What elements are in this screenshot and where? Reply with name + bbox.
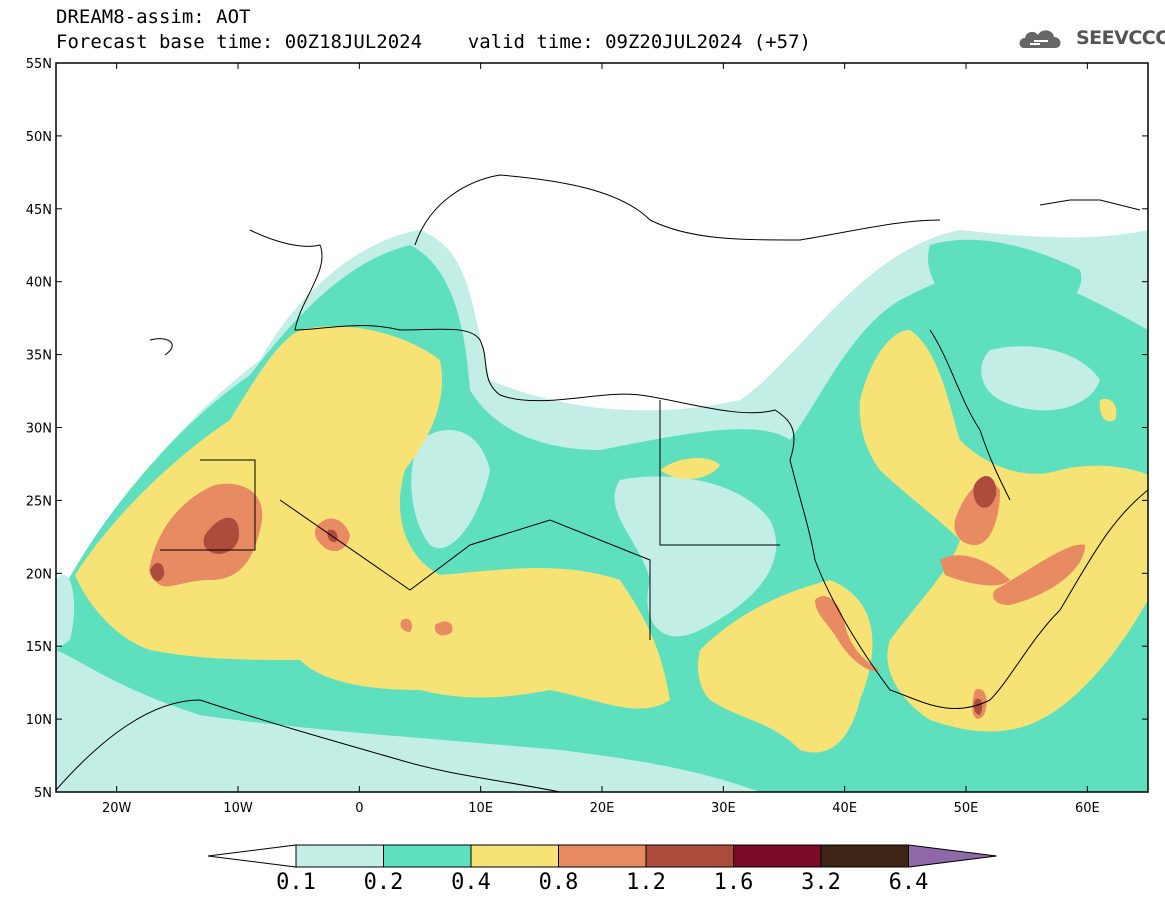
- lon-tick-label: 50E: [954, 801, 979, 816]
- lon-tick-label: 0: [355, 801, 363, 816]
- colorbar-min-arrow: [207, 844, 297, 868]
- lon-tick-label: 20W: [102, 801, 132, 816]
- colorbar-label: 0.1: [276, 870, 316, 895]
- lat-tick-label: 40N: [26, 276, 52, 291]
- lon-tick-label: 40E: [832, 801, 857, 816]
- lat-tick-label: 50N: [26, 130, 52, 145]
- latitude-labels: 5N 10N 15N 20N 25N 30N 35N 40N 45N 50N 55N: [26, 57, 52, 801]
- colorbar-segment: [645, 844, 734, 868]
- aot-level-1.2: [150, 475, 997, 715]
- colorbar-label: 6.4: [889, 870, 929, 895]
- colorbar: 0.1 0.2 0.4 0.8 1.2 1.6 3.2 6.4: [207, 844, 997, 895]
- lat-tick-label: 15N: [26, 640, 52, 655]
- colorbar-label: 0.8: [539, 870, 579, 895]
- coastlines: [56, 174, 1148, 792]
- lat-tick-label: 25N: [26, 494, 52, 509]
- colorbar-segment: [733, 844, 822, 868]
- colorbar-max-arrow: [908, 844, 997, 868]
- colorbar-segment: [295, 844, 384, 868]
- lat-tick-label: 35N: [26, 349, 52, 364]
- colorbar-label: 1.2: [626, 870, 666, 895]
- longitude-labels: 20W 10W 0 10E 20E 30E 40E 50E 60E: [102, 801, 1100, 816]
- lon-tick-label: 60E: [1075, 801, 1100, 816]
- colorbar-segment: [558, 844, 647, 868]
- lon-tick-label: 10W: [223, 801, 253, 816]
- logo-text: SEEVCCC: [1076, 27, 1165, 49]
- cloud-icon: [1019, 30, 1061, 48]
- lon-tick-label: 30E: [711, 801, 736, 816]
- aot-fields: [56, 230, 1148, 792]
- lon-tick-label: 10E: [468, 801, 493, 816]
- colorbar-label: 0.2: [364, 870, 404, 895]
- map-title: DREAM8-assim: AOT: [56, 6, 251, 28]
- forecast-times: Forecast base time: 00Z18JUL2024 valid t…: [56, 31, 811, 53]
- aot-level-0.1-pockets: [56, 346, 1100, 650]
- colorbar-label: 1.6: [714, 870, 754, 895]
- lon-tick-label: 20E: [590, 801, 615, 816]
- lat-tick-label: 5N: [34, 786, 52, 801]
- colorbar-segment: [383, 844, 472, 868]
- lat-tick-label: 45N: [26, 203, 52, 218]
- colorbar-label: 0.4: [451, 870, 491, 895]
- lat-tick-label: 10N: [26, 713, 52, 728]
- axis-ticks: [56, 62, 1148, 793]
- lat-tick-label: 55N: [26, 57, 52, 72]
- colorbar-segment: [470, 844, 559, 868]
- colorbar-segment: [820, 844, 909, 868]
- lat-tick-label: 20N: [26, 567, 52, 582]
- lat-tick-label: 30N: [26, 422, 52, 437]
- colorbar-label: 3.2: [801, 870, 841, 895]
